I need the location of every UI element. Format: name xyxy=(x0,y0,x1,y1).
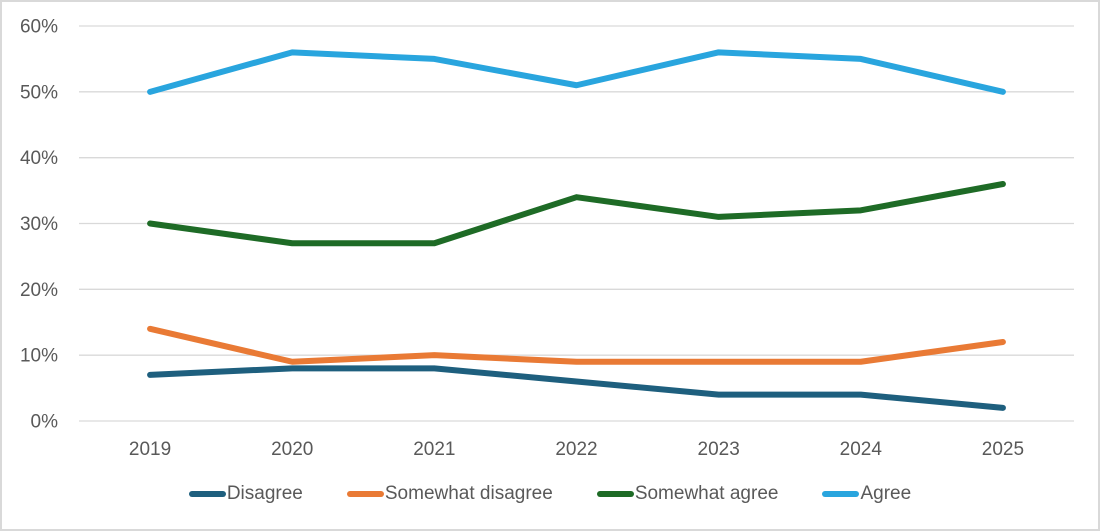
x-axis-tick-label: 2024 xyxy=(840,439,883,460)
x-axis-tick-label: 2021 xyxy=(413,439,455,460)
legend-label-somewhat-agree: Somewhat agree xyxy=(634,483,779,504)
y-axis-tick-label: 10% xyxy=(20,346,58,367)
chart-legend: Disagree Somewhat disagree Somewhat agre… xyxy=(2,483,1098,505)
y-axis-tick-label: 50% xyxy=(20,82,58,103)
y-axis-tick-label: 20% xyxy=(20,280,58,301)
legend-swatch-disagree-icon xyxy=(188,491,226,497)
legend-item-somewhat-agree: Somewhat agree xyxy=(596,483,779,505)
x-axis-tick-label: 2019 xyxy=(129,439,171,460)
y-axis-tick-label: 40% xyxy=(20,148,58,169)
legend-item-somewhat-disagree: Somewhat disagree xyxy=(346,483,553,505)
legend-item-disagree: Disagree xyxy=(188,483,303,505)
legend-label-agree: Agree xyxy=(860,483,912,504)
series-line-agree xyxy=(147,49,1006,95)
x-axis-tick-label: 2020 xyxy=(271,439,313,460)
x-axis-tick-label: 2023 xyxy=(698,439,740,460)
series-line-disagree xyxy=(147,365,1006,411)
x-axis-tick-label: 2025 xyxy=(982,439,1024,460)
series-line-somewhat-agree xyxy=(147,181,1006,247)
legend-label-somewhat-disagree: Somewhat disagree xyxy=(384,483,553,504)
x-axis-tick-label: 2022 xyxy=(555,439,597,460)
legend-swatch-somewhat-disagree-icon xyxy=(346,491,384,497)
legend-item-agree: Agree xyxy=(822,483,911,505)
legend-swatch-somewhat-agree-icon xyxy=(596,491,634,497)
y-axis-tick-label: 60% xyxy=(20,17,58,38)
series-line-somewhat-disagree xyxy=(147,325,1006,365)
y-axis-tick-label: 30% xyxy=(20,214,58,235)
legend-label-disagree: Disagree xyxy=(226,483,303,504)
y-axis-tick-label: 0% xyxy=(31,412,59,433)
legend-swatch-agree-icon xyxy=(822,491,860,497)
